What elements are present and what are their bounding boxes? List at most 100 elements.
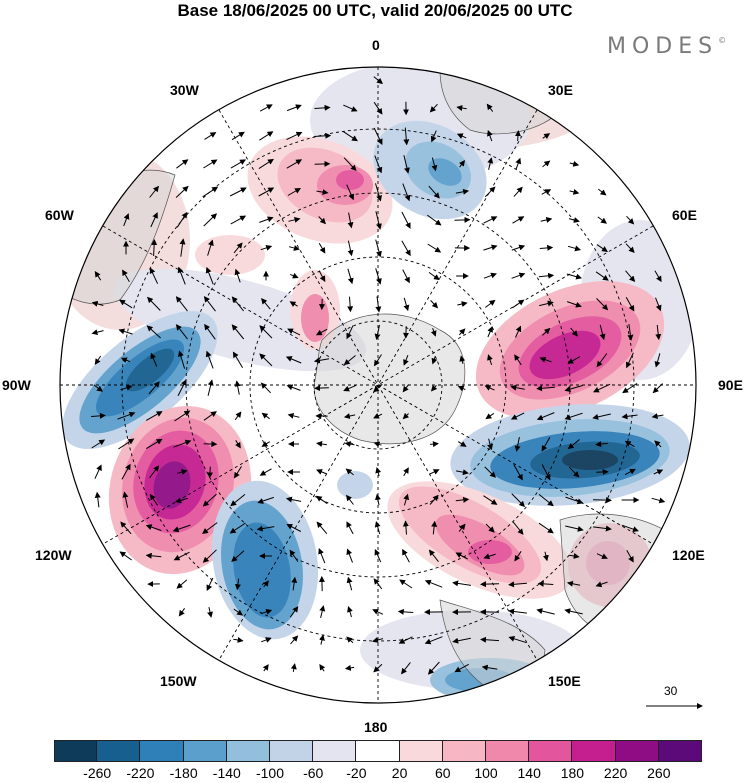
wind-vector — [655, 297, 662, 312]
wind-vector — [626, 549, 634, 563]
wind-vector — [403, 127, 410, 146]
wind-vector — [231, 131, 245, 141]
colorbar-tick-label: -260 — [83, 765, 112, 781]
wind-vector — [484, 466, 497, 478]
wind-vector — [231, 550, 245, 562]
colorbar-swatch — [486, 740, 530, 762]
wind-vector — [347, 212, 354, 229]
wind-vector — [567, 356, 581, 364]
wind-vector — [373, 383, 383, 393]
wind-vector — [621, 413, 638, 420]
wind-vector — [570, 327, 578, 337]
colorbar-swatch — [529, 740, 573, 762]
wind-vector — [595, 441, 608, 448]
wind-vector — [94, 270, 102, 281]
wind-vector — [402, 520, 409, 535]
wind-vector — [288, 245, 300, 251]
wind-vector — [318, 216, 326, 225]
wind-vector — [511, 272, 526, 279]
wind-vector — [347, 268, 354, 285]
wind-vector — [346, 521, 354, 535]
wind-vector — [455, 496, 470, 503]
wind-vector — [375, 211, 382, 230]
wind-vector — [342, 130, 358, 142]
wind-vector — [402, 183, 411, 202]
wind-vector — [569, 160, 580, 167]
wind-vector — [176, 211, 188, 228]
wind-vector — [458, 328, 466, 336]
wind-vector — [316, 189, 329, 196]
wind-vector — [261, 441, 270, 447]
wind-vector — [231, 324, 245, 340]
colorbar-tick-label: -100 — [255, 765, 285, 781]
wind-vector — [401, 211, 411, 229]
wind-vector — [234, 268, 241, 283]
wind-vectors — [91, 76, 666, 675]
wind-vector — [625, 297, 635, 312]
wind-vector — [402, 269, 410, 284]
lon-label-60e: 60E — [672, 207, 697, 223]
wind-vector — [484, 385, 495, 391]
wind-vector — [542, 160, 551, 168]
wind-vector — [148, 381, 160, 395]
wind-vector — [145, 524, 162, 531]
wind-vector — [567, 439, 580, 450]
wind-vector — [229, 522, 246, 534]
wind-vector — [514, 437, 521, 452]
wind-vector — [538, 494, 554, 507]
colorbar-tick-label: -140 — [212, 765, 241, 781]
wind-vector — [373, 101, 383, 115]
lon-label-90e: 90E — [718, 377, 743, 393]
wind-vector — [508, 635, 527, 644]
wind-vector — [597, 188, 607, 196]
wind-vector — [483, 553, 496, 560]
wind-vector — [373, 441, 382, 448]
wind-vector — [483, 495, 498, 505]
wind-vector — [596, 353, 608, 368]
lon-label-30e: 30E — [548, 82, 573, 98]
wind-vector — [151, 239, 158, 257]
lon-label-90w: 90W — [2, 377, 31, 393]
wind-vector — [343, 384, 357, 392]
wind-vector — [538, 522, 554, 534]
wind-vector — [207, 239, 214, 256]
wind-vector — [289, 301, 298, 307]
wind-vector — [175, 185, 189, 198]
wind-vector — [122, 269, 130, 282]
colorbar-tick-label: 100 — [474, 765, 498, 781]
wind-vector — [430, 300, 439, 309]
lon-label-30w: 30W — [170, 82, 199, 98]
colorbar-swatch — [572, 740, 616, 762]
wind-vector — [94, 491, 101, 508]
wind-vector — [318, 547, 326, 564]
colorbar-swatch — [97, 740, 141, 762]
wind-vector — [403, 297, 410, 312]
colorbar-tick-label: -60 — [303, 765, 324, 781]
wind-vector — [539, 356, 552, 363]
wind-vector — [375, 268, 382, 285]
wind-vector — [149, 465, 160, 479]
wind-vector — [345, 494, 354, 505]
wind-vector — [541, 464, 551, 481]
wind-vector — [621, 524, 639, 532]
wind-vector — [343, 355, 356, 366]
wind-vector — [565, 525, 584, 532]
wind-vector — [454, 663, 469, 673]
wind-vector — [402, 384, 410, 393]
lon-label-120e: 120E — [672, 547, 705, 563]
wind-vector — [147, 296, 161, 311]
wind-vector — [651, 413, 664, 420]
wind-vector — [430, 441, 439, 448]
wind-vector — [564, 412, 583, 421]
wind-vector — [174, 410, 191, 422]
wind-vector — [121, 463, 131, 480]
wind-vector — [315, 328, 328, 336]
wind-vector — [347, 606, 353, 618]
wind-vector — [150, 352, 158, 367]
wind-vector — [487, 129, 493, 142]
wind-vector — [593, 525, 612, 532]
wind-vector — [316, 521, 328, 535]
wind-vector — [508, 608, 527, 615]
wind-vector — [480, 581, 500, 588]
wind-vector — [459, 355, 466, 364]
